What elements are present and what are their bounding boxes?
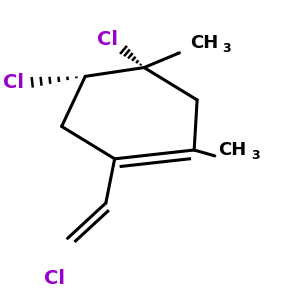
Text: Cl: Cl [44, 268, 65, 288]
Text: 3: 3 [252, 149, 260, 162]
Text: CH: CH [218, 141, 246, 159]
Text: Cl: Cl [97, 30, 118, 49]
Text: CH: CH [190, 34, 218, 52]
Text: Cl: Cl [3, 73, 24, 92]
Text: 3: 3 [222, 42, 231, 55]
